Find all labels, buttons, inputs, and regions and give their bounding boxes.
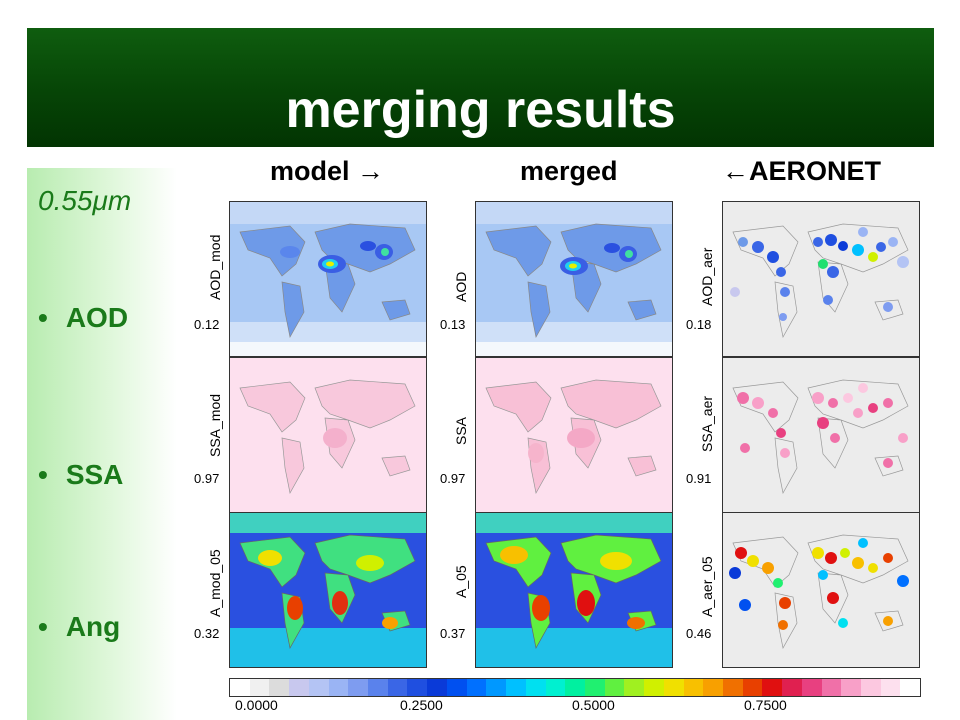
map-ssa-merged-image <box>476 358 672 512</box>
map-ang-model <box>229 512 427 668</box>
colorbar-cell <box>230 679 250 696</box>
colorbar-cell <box>466 679 487 696</box>
bullet-ang: • Ang <box>38 611 120 643</box>
map-aod-model <box>229 201 427 357</box>
colorbar-cell <box>722 679 743 696</box>
panel-var-label: A_aer_05 <box>699 556 715 617</box>
map-ssa-model-image <box>230 358 426 512</box>
panel-var-label: A_mod_05 <box>207 549 223 617</box>
colorbar-cell <box>762 679 783 696</box>
bullet-dot-icon: • <box>38 611 48 642</box>
column-header-model: model → <box>270 156 385 186</box>
panel-var-label: AOD <box>453 271 469 302</box>
panel-mean-value: 0.97 <box>194 471 220 486</box>
colorbar-cell <box>289 679 309 696</box>
colorbar-tick: 0.5000 <box>572 697 615 713</box>
sidebar-gradient <box>27 168 177 720</box>
colorbar-cell <box>446 679 467 696</box>
column-header-aeronet: ←AERONET <box>722 156 882 186</box>
panel-var-label: SSA_aer <box>699 395 715 452</box>
colorbar-cell <box>821 679 842 696</box>
colorbar-cell <box>387 679 408 696</box>
panel-var-label: SSA_mod <box>207 393 223 457</box>
panel-mean-value: 0.37 <box>440 626 466 641</box>
colorbar <box>229 678 921 697</box>
colorbar-tick: 0.2500 <box>400 697 443 713</box>
colorbar-cell <box>801 679 822 696</box>
bullet-aod: • AOD <box>38 302 128 334</box>
colorbar-cell <box>624 679 645 696</box>
colorbar-cell <box>880 679 901 696</box>
colorbar-tick: 0.0000 <box>235 697 278 713</box>
map-ssa-merged <box>475 357 673 513</box>
panel-mean-value: 0.12 <box>194 317 220 332</box>
map-ang-merged-image <box>476 513 672 667</box>
bullet-dot-icon: • <box>38 302 48 333</box>
bullet-label: Ang <box>65 611 121 642</box>
colorbar-cell <box>525 679 546 696</box>
colorbar-cell <box>249 679 270 696</box>
panel-mean-value: 0.91 <box>686 471 712 486</box>
title-banner: merging results <box>27 28 934 147</box>
panel-var-label: AOD_aer <box>699 247 715 306</box>
bullet-label: SSA <box>65 459 124 490</box>
colorbar-cell <box>742 679 763 696</box>
colorbar-cell <box>565 679 585 696</box>
colorbar-cell <box>545 679 566 696</box>
bullet-ssa: • SSA <box>38 459 123 491</box>
panel-var-label: A_05 <box>453 565 469 598</box>
wavelength-label: 0.55μm <box>38 185 132 216</box>
panel-var-label: SSA <box>453 416 469 445</box>
colorbar-cell <box>584 679 605 696</box>
map-ang-model-image <box>230 513 426 667</box>
panel-mean-value: 0.32 <box>194 626 220 641</box>
map-aod-model-image <box>230 202 426 356</box>
colorbar-cell <box>663 679 684 696</box>
colorbar-cell <box>368 679 388 696</box>
colorbar-cell <box>861 679 881 696</box>
map-ssa-aeronet <box>722 357 920 513</box>
bullet-dot-icon: • <box>38 459 48 490</box>
colorbar-cell <box>506 679 526 696</box>
panel-var-label: AOD_mod <box>207 234 223 300</box>
colorbar-cell <box>703 679 723 696</box>
map-ang-aeronet <box>722 512 920 668</box>
column-header-merged: merged <box>520 156 618 186</box>
map-aod-merged <box>475 201 673 357</box>
colorbar-cell <box>644 679 664 696</box>
bullet-label: AOD <box>65 302 129 333</box>
slide-title: merging results <box>285 81 676 139</box>
map-ang-aeronet-image <box>723 513 919 667</box>
map-ang-merged <box>475 512 673 668</box>
map-ssa-model <box>229 357 427 513</box>
map-aod-merged-image <box>476 202 672 356</box>
colorbar-cell <box>900 679 921 696</box>
map-aod-aeronet <box>722 201 920 357</box>
colorbar-cell <box>348 679 369 696</box>
panel-mean-value: 0.97 <box>440 471 466 486</box>
map-ssa-aeronet-image <box>723 358 919 512</box>
colorbar-cell <box>407 679 428 696</box>
colorbar-tick: 0.7500 <box>744 697 787 713</box>
colorbar-cell <box>683 679 704 696</box>
map-aod-aeronet-image <box>723 202 919 356</box>
colorbar-cell <box>269 679 290 696</box>
colorbar-cell <box>328 679 349 696</box>
panel-mean-value: 0.18 <box>686 317 712 332</box>
colorbar-cell <box>841 679 861 696</box>
panel-mean-value: 0.46 <box>686 626 712 641</box>
colorbar-cell <box>782 679 802 696</box>
panel-mean-value: 0.13 <box>440 317 466 332</box>
colorbar-cell <box>308 679 329 696</box>
colorbar-cell <box>427 679 447 696</box>
colorbar-cell <box>486 679 507 696</box>
colorbar-cell <box>604 679 625 696</box>
